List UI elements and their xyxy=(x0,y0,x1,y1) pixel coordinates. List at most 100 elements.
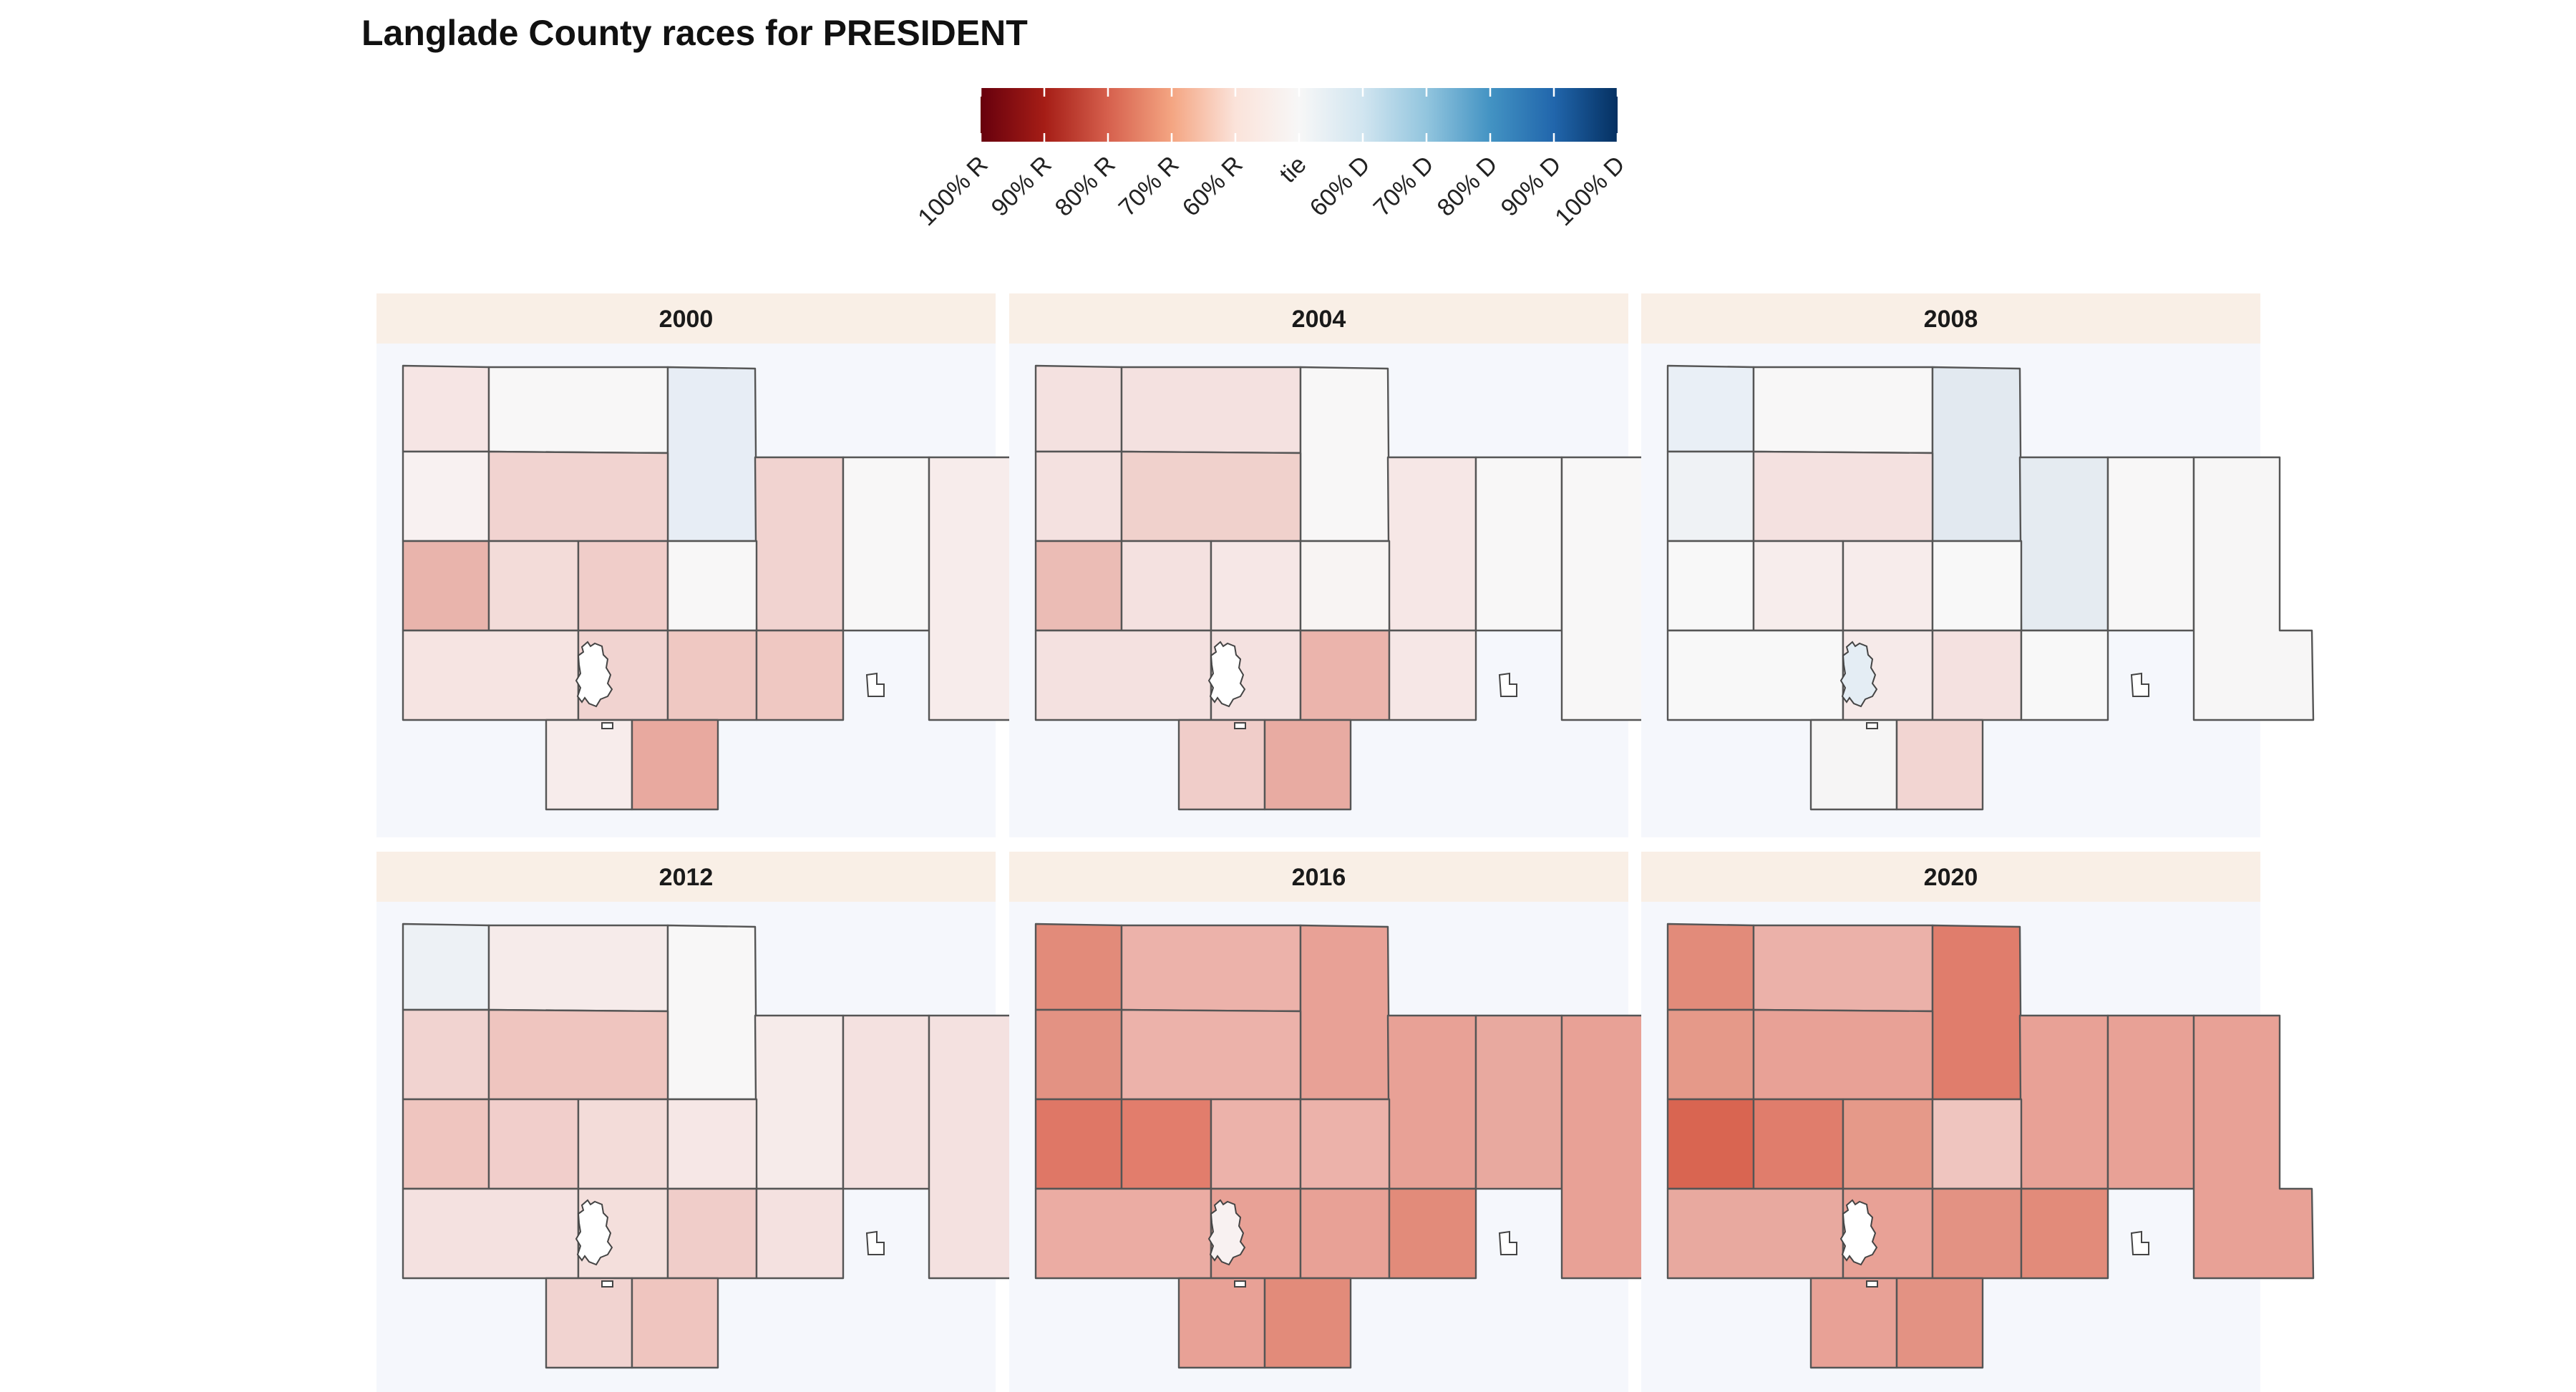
municipality-D xyxy=(1034,1008,1123,1101)
municipality-Q xyxy=(1809,1277,1898,1369)
municipality-O xyxy=(1931,1187,2023,1280)
facet-panel-2020: 2020 xyxy=(1641,852,2315,1392)
municipality-C xyxy=(1931,924,2023,1101)
municipality-K xyxy=(842,1014,930,1190)
municipality-A xyxy=(1034,923,1123,1011)
city-antigo xyxy=(1839,641,1878,708)
legend-tick-label: 80% D xyxy=(1432,151,1503,222)
municipality-D xyxy=(1034,450,1123,542)
facet-panel-2004: 2004 xyxy=(1009,293,1683,837)
municipality-R xyxy=(631,719,719,811)
municipality-F xyxy=(1386,1014,1477,1190)
municipality-A xyxy=(1666,364,1755,453)
municipality-D xyxy=(402,1008,490,1101)
small-enclave xyxy=(1234,722,1246,729)
panel-year-label: 2020 xyxy=(1924,864,1978,891)
municipality-I xyxy=(577,1098,669,1190)
municipality-Q xyxy=(545,719,633,811)
municipality-M xyxy=(1666,629,1844,721)
county-map-2004 xyxy=(1034,364,1683,811)
municipality-F xyxy=(1386,456,1477,632)
legend-colorbar xyxy=(981,88,1618,142)
panel-year-label: 2016 xyxy=(1292,864,1346,891)
municipality-R xyxy=(1263,719,1352,811)
municipality-J xyxy=(1299,540,1391,632)
small-enclave xyxy=(601,722,613,729)
municipality-B xyxy=(1752,366,1934,454)
municipality-L xyxy=(2192,456,2315,721)
panel-year-label: 2008 xyxy=(1924,306,1978,333)
municipality-F xyxy=(754,456,845,632)
municipality-B xyxy=(487,924,669,1013)
municipality-C xyxy=(1299,924,1391,1101)
municipality-F xyxy=(2018,456,2109,632)
municipality-E xyxy=(487,450,669,542)
county-map-2008 xyxy=(1666,364,2315,811)
city-antigo xyxy=(1839,1199,1878,1266)
municipality-B xyxy=(1120,366,1302,454)
municipality-F xyxy=(754,1014,845,1190)
municipality-G xyxy=(402,1098,490,1190)
municipality-D xyxy=(1666,1008,1755,1101)
municipality-A xyxy=(402,923,490,1011)
municipality-G xyxy=(1034,1098,1123,1190)
legend-tick-label: 100% D xyxy=(1550,151,1630,231)
municipality-O xyxy=(666,629,758,721)
municipality-E xyxy=(1752,450,1934,542)
panel-year-label: 2000 xyxy=(659,306,714,333)
municipality-I xyxy=(1210,1098,1302,1190)
facet-panel-2016: 2016 xyxy=(1009,852,1683,1392)
municipality-C xyxy=(1299,366,1391,542)
municipality-H xyxy=(487,1098,580,1190)
municipality-J xyxy=(1299,1098,1391,1190)
municipality-O xyxy=(1299,1187,1391,1280)
legend-tick-label: 70% D xyxy=(1369,151,1439,222)
municipality-P xyxy=(1388,1187,1477,1280)
municipality-M xyxy=(1666,1187,1844,1280)
municipality-G xyxy=(402,540,490,632)
legend-tick-label: 60% R xyxy=(1177,151,1248,222)
legend-tick-label: tie xyxy=(1274,151,1311,188)
enclave xyxy=(865,1230,885,1255)
county-map-2000 xyxy=(402,364,1050,811)
municipality-L xyxy=(2192,1014,2315,1280)
legend-tick-label: 80% R xyxy=(1050,151,1121,222)
municipality-J xyxy=(666,540,758,632)
county-map-2016 xyxy=(1034,923,1683,1369)
city-antigo xyxy=(575,641,613,708)
municipality-I xyxy=(1210,540,1302,632)
municipality-K xyxy=(1474,1014,1563,1190)
panel-year-label: 2004 xyxy=(1292,306,1346,333)
municipality-P xyxy=(2020,629,2109,721)
municipality-R xyxy=(1895,1277,1984,1369)
municipality-P xyxy=(2020,1187,2109,1280)
municipality-D xyxy=(402,450,490,542)
legend-tick-label: 90% R xyxy=(986,151,1057,222)
municipality-J xyxy=(666,1098,758,1190)
municipality-P xyxy=(1388,629,1477,721)
small-enclave xyxy=(1866,1280,1878,1288)
municipality-M xyxy=(402,1187,580,1280)
municipality-H xyxy=(1752,1098,1844,1190)
small-enclave xyxy=(601,1280,613,1288)
city-antigo xyxy=(575,1199,613,1266)
legend-tick-label: 70% R xyxy=(1114,151,1185,222)
facet-panel-2008: 2008 xyxy=(1641,293,2315,837)
municipality-H xyxy=(1120,1098,1212,1190)
municipality-H xyxy=(1752,540,1844,632)
municipality-A xyxy=(402,364,490,453)
municipality-M xyxy=(1034,1187,1212,1280)
municipality-G xyxy=(1666,540,1755,632)
facet-panels: 2000 2004 2008 2012 2016 2020 xyxy=(376,293,2315,1392)
municipality-M xyxy=(402,629,580,721)
municipality-C xyxy=(1931,366,2023,542)
panel-strip xyxy=(1009,293,1628,344)
municipality-B xyxy=(1120,924,1302,1013)
enclave xyxy=(1498,1230,1517,1255)
enclave xyxy=(2130,1230,2149,1255)
municipality-E xyxy=(487,1008,669,1101)
municipality-Q xyxy=(1809,719,1898,811)
municipality-O xyxy=(1931,629,2023,721)
panel-strip xyxy=(376,852,996,902)
